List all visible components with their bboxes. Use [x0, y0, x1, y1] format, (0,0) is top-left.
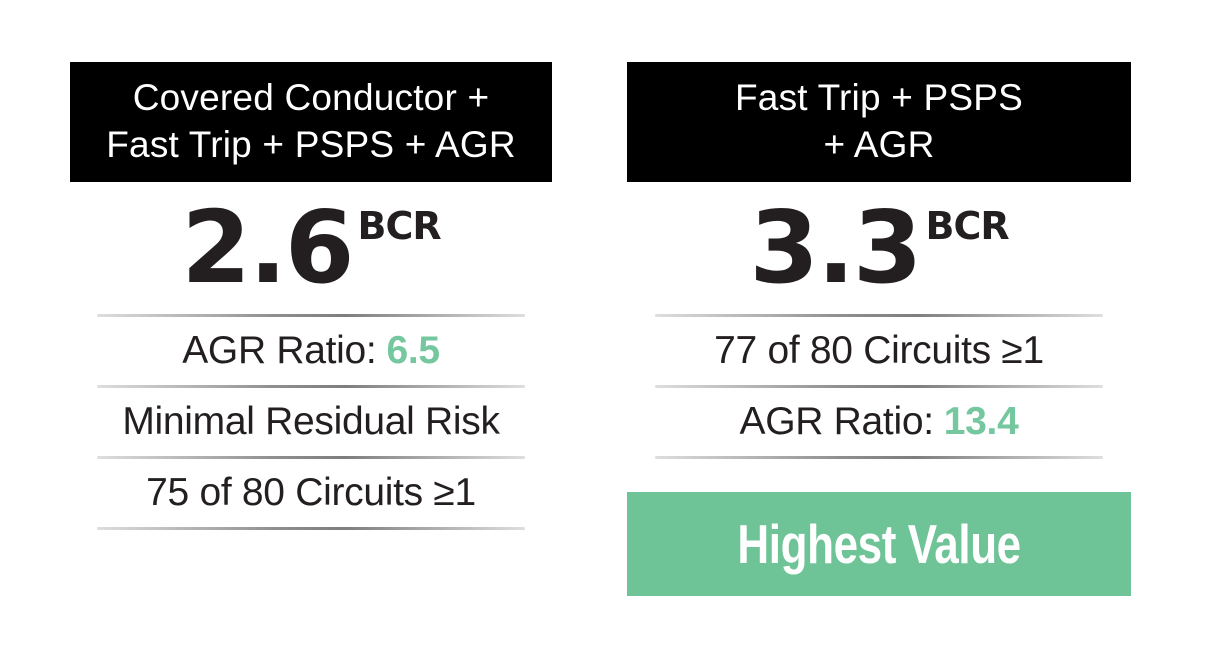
stat-agr-ratio-value: 13.4: [943, 400, 1019, 443]
card-title-line2: + AGR: [823, 124, 935, 165]
stat-residual-risk: Minimal Residual Risk: [122, 400, 500, 443]
highest-value-banner: Highest Value: [627, 492, 1131, 596]
card-header-covered-conductor: Covered Conductor + Fast Trip + PSPS + A…: [70, 62, 552, 182]
bcr-unit-label: BCR: [357, 204, 442, 248]
divider: [654, 456, 1104, 459]
card-title-line1: Fast Trip + PSPS: [735, 77, 1023, 119]
stat-circuits: 77 of 80 Circuits ≥1: [714, 329, 1044, 372]
stat-agr-ratio-label: AGR Ratio:: [182, 329, 377, 372]
option-card-fast-trip: Fast Trip + PSPS + AGR 3.3 BCR 77 of 80 …: [627, 62, 1131, 596]
bcr-score: 2.6 BCR: [181, 189, 442, 306]
divider: [654, 314, 1104, 317]
bcr-score: 3.3 BCR: [749, 189, 1010, 306]
divider: [96, 456, 526, 459]
card-title-line2: Fast Trip + PSPS + AGR: [106, 124, 516, 165]
card-title-line1: Covered Conductor +: [132, 77, 490, 119]
divider: [96, 385, 526, 388]
stat-circuits: 75 of 80 Circuits ≥1: [146, 471, 476, 514]
bcr-value: 2.6: [181, 189, 354, 306]
option-cards-container: Covered Conductor + Fast Trip + PSPS + A…: [70, 62, 1131, 596]
bcr-value: 3.3: [749, 189, 922, 306]
bcr-unit-label: BCR: [925, 204, 1010, 248]
bcr-score-block: 3.3 BCR: [627, 182, 1131, 314]
bcr-score-block: 2.6 BCR: [70, 182, 552, 314]
stat-agr-ratio-label: AGR Ratio:: [739, 400, 935, 443]
divider: [654, 385, 1104, 388]
option-card-covered-conductor: Covered Conductor + Fast Trip + PSPS + A…: [70, 62, 552, 530]
divider: [96, 527, 526, 530]
stat-agr-ratio-value: 6.5: [386, 329, 440, 372]
card-header-fast-trip: Fast Trip + PSPS + AGR: [627, 62, 1131, 182]
stat-agr-ratio: AGR Ratio: 13.4: [627, 388, 1131, 456]
divider: [96, 314, 526, 317]
stat-agr-ratio: AGR Ratio: 6.5: [70, 317, 552, 385]
highest-value-banner-label: Highest Value: [737, 513, 1021, 575]
